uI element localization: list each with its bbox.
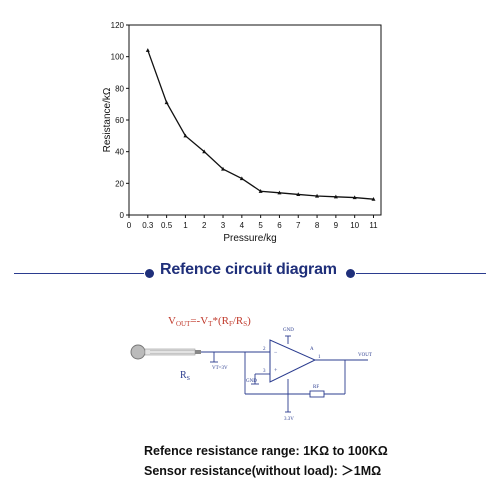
data-point	[258, 189, 263, 193]
rf-label: RF	[313, 385, 319, 390]
y-tick-label: 20	[115, 179, 124, 188]
chart-ticks: 0 0.3 0.5 1 2 3 4 5 6 7 8 9 10 11 0 20 40 60 80 100 120	[111, 21, 379, 230]
chart-axes	[128, 24, 382, 216]
y-tick-label: 120	[111, 21, 125, 30]
x-tick-label: 11	[369, 221, 378, 230]
pin-3-label: 3	[263, 369, 266, 374]
x-tick-label: 3	[221, 221, 226, 230]
gnd-left-label: GND	[246, 379, 257, 384]
data-point	[202, 149, 207, 154]
y-tick-label: 40	[115, 148, 124, 157]
x-tick-label: 5	[258, 221, 263, 230]
plot-frame	[128, 24, 382, 216]
data-point	[371, 196, 376, 201]
x-tick-label: 0.5	[161, 221, 173, 230]
data-point	[221, 166, 226, 171]
header-dot-left	[145, 269, 154, 278]
x-tick-label: 0.3	[142, 221, 154, 230]
x-tick-label: 2	[202, 221, 207, 230]
pin-2-label: 2	[263, 347, 266, 352]
data-point	[333, 194, 338, 199]
x-axis-title: Pressure/kg	[223, 233, 276, 244]
y-tick-label: 80	[115, 84, 124, 93]
x-tick-label: 10	[350, 221, 359, 230]
data-point	[239, 176, 244, 181]
gnd-top-label: GND	[283, 328, 294, 333]
x-tick-label: 8	[315, 221, 320, 230]
x-tick-label: 6	[277, 221, 282, 230]
x-tick-label: 0	[127, 221, 132, 230]
spec-sensor-resistance: Sensor resistance(without load): ＞1MΩ	[144, 464, 382, 478]
spec-resistance-range: Refence resistance range: 1KΩ to 100KΩ	[144, 444, 388, 458]
rf-resistor-icon	[309, 390, 325, 398]
data-point	[277, 190, 282, 195]
header-divider-right	[356, 273, 486, 274]
pin-1-label: 1	[318, 355, 321, 360]
header-divider-left	[14, 273, 144, 274]
y-tick-label: 60	[115, 116, 124, 125]
series-line	[147, 50, 374, 200]
circuit-diagram: VOUT=-VT*(RF/RS) RS − + GND GND VT=3V VO…	[130, 315, 372, 422]
data-point	[315, 193, 320, 198]
x-tick-label: 7	[296, 221, 301, 230]
data-point	[164, 100, 169, 105]
vout-label: VOUT	[358, 353, 372, 358]
opamp-minus: −	[274, 350, 278, 356]
x-tick-label: 4	[240, 221, 245, 230]
fsr-sensor-icon	[130, 344, 201, 360]
vt-label: VT=3V	[212, 366, 228, 371]
data-point	[183, 133, 188, 138]
resistance-pressure-chart: 0 0.3 0.5 1 2 3 4 5 6 7 8 9 10 11 0 20 40 60 80 100 120 Resi…	[102, 21, 382, 244]
header-dot-right	[346, 269, 355, 278]
y-tick-label: 100	[111, 53, 125, 62]
section-header: Refence circuit diagram	[0, 256, 500, 292]
amp-label: A	[310, 347, 314, 352]
data-point	[296, 192, 301, 197]
circuit-wires	[201, 335, 368, 413]
y-axis-title: Resistance/kΩ	[102, 87, 113, 152]
x-tick-label: 9	[334, 221, 339, 230]
x-tick-label: 1	[183, 221, 188, 230]
opamp-plus: +	[274, 368, 278, 374]
data-point	[145, 48, 150, 52]
chart-series	[145, 48, 376, 201]
supply-label: 3.3V	[284, 417, 294, 422]
data-point	[352, 195, 357, 200]
sensor-label: RS	[180, 370, 190, 382]
section-title: Refence circuit diagram	[160, 261, 337, 278]
y-tick-label: 0	[120, 211, 125, 220]
formula-text: VOUT=-VT*(RF/RS)	[168, 315, 251, 328]
opamp-icon	[269, 339, 317, 383]
